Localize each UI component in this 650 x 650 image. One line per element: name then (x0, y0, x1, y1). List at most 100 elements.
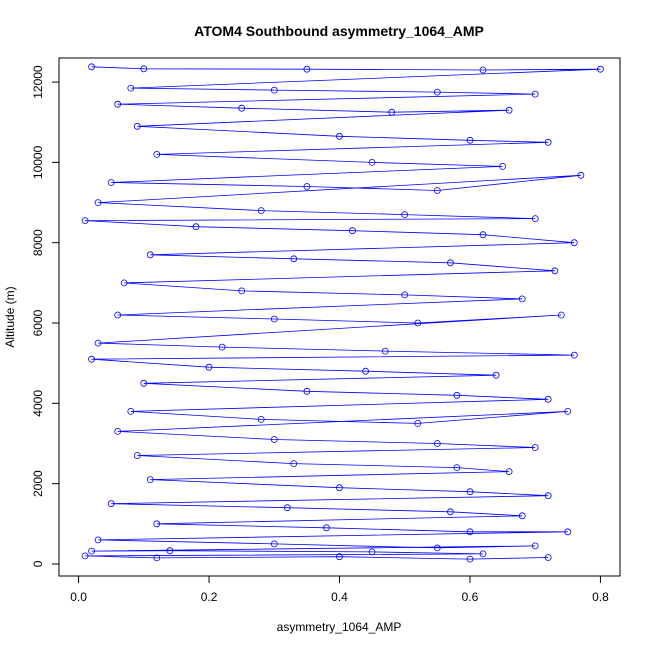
data-point (336, 484, 343, 492)
data-point (401, 211, 409, 219)
data-point (127, 407, 135, 415)
data-point (381, 347, 389, 355)
data-point (531, 215, 539, 223)
data-point (433, 187, 441, 194)
data-point (570, 351, 578, 359)
data-point (349, 227, 356, 235)
x-tick-label: 0.0 (70, 590, 87, 604)
data-point (153, 520, 161, 528)
data-point (336, 553, 343, 561)
data-point (453, 464, 461, 472)
data-point (205, 363, 213, 371)
y-tick-label: 6000 (31, 309, 45, 336)
data-point (466, 488, 474, 496)
data-point (544, 138, 552, 146)
x-tick-label: 0.6 (462, 590, 479, 604)
data-point (290, 460, 298, 468)
data-point (518, 295, 526, 303)
data-point (114, 311, 122, 319)
data-point (479, 550, 487, 558)
data-point (544, 554, 552, 561)
data-point (107, 179, 115, 186)
data-point (88, 547, 95, 555)
x-axis-label: asymmetry_1064_AMP (277, 620, 402, 634)
data-point (153, 150, 161, 158)
data-point (88, 355, 95, 363)
x-axis: 0.0 0.2 0.4 0.6 0.8 (70, 575, 609, 604)
data-point (94, 339, 102, 347)
data-point (479, 231, 487, 239)
y-tick-label: 12000 (31, 65, 45, 99)
data-point (557, 311, 565, 319)
data-point (401, 291, 409, 299)
data-point (153, 554, 161, 562)
data-point (114, 427, 122, 435)
chart-title: ATOM4 Southbound asymmetry_1064_AMP (194, 23, 484, 39)
data-point (414, 319, 422, 327)
data-point (133, 452, 141, 459)
data-point (270, 540, 278, 548)
data-point (505, 468, 513, 476)
data-point (544, 395, 552, 403)
data-point (140, 65, 148, 73)
data-point (323, 524, 330, 532)
data-point (257, 207, 265, 215)
y-axis: 0 2000 4000 6000 8000 10000 12000 (31, 65, 60, 567)
data-point (531, 542, 539, 550)
data-point (140, 379, 148, 387)
data-point (433, 544, 441, 552)
y-axis-label: Altitude (m) (3, 286, 17, 347)
y-tick-label: 8000 (31, 229, 45, 256)
y-tick-label: 0 (31, 560, 45, 567)
data-point (88, 63, 95, 71)
data-point (238, 104, 246, 112)
data-point (388, 108, 396, 116)
data-point (446, 508, 454, 516)
data-point (531, 90, 539, 98)
data-point (146, 251, 154, 259)
data-point (544, 492, 552, 500)
data-point (362, 367, 370, 375)
data-point (466, 528, 474, 536)
data-point (303, 387, 311, 395)
series-line (85, 66, 601, 560)
y-tick-label: 4000 (31, 390, 45, 417)
data-point (453, 391, 461, 399)
x-tick-label: 0.2 (201, 590, 218, 604)
data-point (166, 547, 174, 555)
data-point (283, 504, 291, 512)
y-tick-label: 10000 (31, 145, 45, 179)
data-point (564, 528, 572, 536)
data-point (81, 552, 89, 560)
data-layer (81, 63, 604, 563)
data-point (577, 171, 585, 179)
data-point (551, 267, 559, 275)
data-point (505, 106, 513, 114)
data-point (597, 65, 604, 73)
data-point (270, 86, 278, 94)
y-tick-label: 2000 (31, 470, 45, 497)
data-point (303, 65, 311, 73)
data-point (107, 500, 115, 508)
data-point (368, 158, 376, 166)
x-tick-label: 0.8 (592, 590, 609, 604)
data-point (127, 84, 135, 92)
data-point (114, 100, 122, 108)
data-point (570, 239, 578, 247)
data-point (479, 66, 487, 74)
data-point (120, 279, 128, 287)
data-point (499, 162, 507, 170)
data-point (238, 287, 246, 295)
data-point (94, 199, 102, 207)
plot-frame (58, 57, 621, 577)
data-point (218, 343, 226, 351)
data-point (518, 512, 526, 520)
data-point (133, 122, 141, 130)
data-point (446, 259, 454, 267)
data-point (466, 136, 474, 144)
x-tick-label: 0.4 (331, 590, 348, 604)
data-point (433, 440, 441, 447)
data-point (303, 183, 311, 190)
data-point (414, 419, 422, 427)
data-point (290, 255, 298, 263)
